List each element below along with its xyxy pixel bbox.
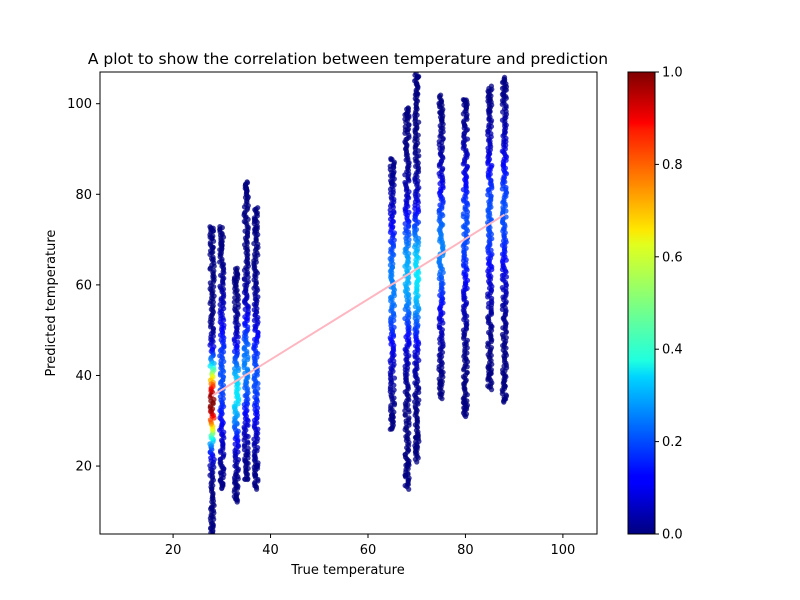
scatter-point [387, 166, 393, 173]
scatter-point [210, 400, 216, 406]
scatter-cluster [411, 72, 422, 465]
x-axis-ticks: 20 40 60 80 100 [165, 534, 575, 558]
colorbar-tick-label: 0.0 [662, 528, 683, 543]
colorbar-tick-label: 1.0 [662, 66, 683, 81]
colorbar-tick-label: 0.4 [662, 343, 683, 358]
scatter-point [499, 285, 505, 291]
scatter-point [233, 390, 240, 396]
plot-frame [99, 71, 598, 535]
scatter-cluster [499, 74, 510, 405]
scatter-point [245, 445, 251, 451]
scatter-point [402, 263, 408, 269]
scatter-point [440, 246, 446, 252]
x-tick-label: 40 [262, 543, 279, 558]
scatter-point [485, 213, 491, 219]
x-axis-label: True temperature [290, 563, 404, 578]
scatter-point [499, 276, 505, 282]
scatter-point [220, 373, 226, 380]
x-tick-label: 80 [457, 543, 474, 558]
plot-background [100, 72, 597, 534]
x-tick-label: 20 [165, 543, 182, 558]
scatter-point [231, 299, 237, 305]
scatter-point [389, 175, 396, 181]
colorbar-tick-label: 0.8 [662, 158, 683, 173]
colorbar-ticks: 0.0 0.2 0.4 0.6 0.8 1.0 [655, 66, 683, 543]
scatter-point [500, 109, 506, 115]
scatter-cluster [402, 105, 412, 492]
regression-line-group [211, 213, 505, 397]
colorbar-tick-label: 0.2 [662, 435, 683, 450]
scatter-cluster [231, 265, 242, 505]
scatter-point [464, 369, 470, 376]
regression-line [211, 213, 505, 397]
x-tick-label: 60 [360, 543, 377, 558]
scatter-point [464, 228, 471, 234]
colorbar-frame [627, 71, 656, 535]
colorbar-tick-label: 0.6 [662, 250, 683, 265]
scatter-point [391, 375, 398, 381]
scatter-cluster [460, 97, 471, 420]
scatter-cluster [217, 224, 227, 492]
scatter-point [402, 130, 408, 136]
scatter-cluster [387, 155, 398, 432]
scatter-point [241, 365, 247, 371]
scatter-point [211, 263, 217, 269]
x-tick-label: 100 [550, 543, 575, 558]
scatter-point [251, 373, 257, 379]
scatter-point [402, 112, 408, 118]
scatter-cluster [207, 224, 217, 534]
scatter-cluster [436, 92, 446, 402]
y-axis-ticks: 20 40 60 80 100 [67, 97, 100, 475]
scatter-point [402, 412, 408, 418]
y-tick-label: 40 [75, 369, 92, 384]
scatter-point [500, 209, 506, 215]
y-tick-label: 60 [75, 278, 92, 293]
scatter-point [406, 415, 412, 421]
plot-area [99, 71, 598, 535]
chart-title: A plot to show the correlation between t… [88, 50, 608, 68]
y-tick-label: 80 [75, 188, 92, 203]
scatter-cluster [241, 179, 251, 483]
scatter-cluster [251, 205, 261, 492]
y-tick-label: 100 [67, 97, 92, 112]
scatter-cluster [485, 83, 495, 393]
colorbar-gradient [628, 72, 655, 534]
y-tick-label: 20 [75, 460, 92, 475]
scatter-point [235, 334, 241, 340]
y-axis-label: Predicted temperature [44, 230, 59, 377]
colorbar: 0.0 0.2 0.4 0.6 0.8 1.0 [627, 66, 683, 543]
scatter-points [207, 72, 510, 534]
scatter-point [406, 475, 412, 481]
scatter-point [413, 273, 420, 279]
scatter-point [460, 161, 466, 167]
